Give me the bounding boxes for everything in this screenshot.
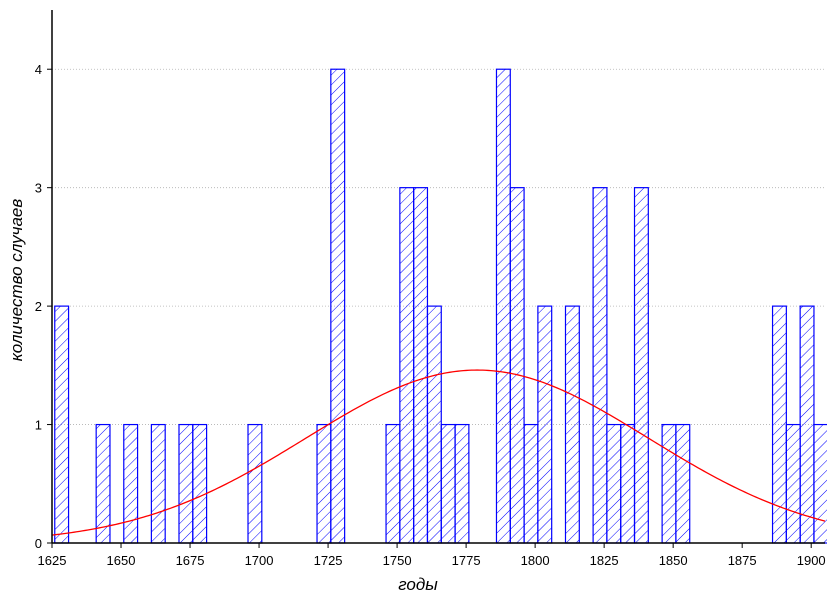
x-tick-label: 1875: [728, 553, 757, 568]
histogram-bar: [385, 423, 401, 544]
histogram-bar: [399, 187, 415, 544]
histogram-bar: [620, 423, 636, 544]
histogram-bar: [178, 423, 194, 544]
x-tick-label: 1750: [383, 553, 412, 568]
histogram-bar: [192, 423, 208, 544]
y-axis-title: количество случаев: [7, 199, 26, 362]
x-tick-label: 1900: [797, 553, 826, 568]
x-tick-label: 1850: [659, 553, 688, 568]
histogram-bar: [330, 68, 346, 544]
histogram-bar: [454, 423, 470, 544]
histogram-bar: [799, 305, 815, 544]
x-axis-title: годы: [398, 575, 438, 594]
x-tick-label: 1625: [38, 553, 67, 568]
histogram-bar: [316, 423, 332, 544]
histogram-bar: [675, 423, 691, 544]
x-tick-label: 1725: [314, 553, 343, 568]
histogram-bar: [771, 305, 787, 544]
histogram-bar: [440, 423, 456, 544]
histogram-bar: [537, 305, 553, 544]
histogram-bar: [247, 423, 263, 544]
y-tick-label: 3: [35, 181, 42, 196]
histogram-bar: [661, 423, 677, 544]
histogram-bar: [413, 187, 429, 544]
tick-labels: 1625 1650 1675 1700 1725 1750 1775 1800 1825 1850…: [35, 62, 826, 568]
histogram-bar: [123, 423, 139, 544]
histogram-bar: [95, 423, 111, 544]
y-tick-label: 2: [35, 299, 42, 314]
histogram-bar: [606, 423, 622, 544]
x-tick-label: 1775: [452, 553, 481, 568]
histogram-bar: [592, 187, 608, 544]
bars: [54, 68, 827, 544]
axes: [51, 10, 825, 544]
x-tick-label: 1700: [245, 553, 274, 568]
x-tick-label: 1800: [521, 553, 550, 568]
histogram-bar: [495, 68, 511, 544]
x-tick-label: 1825: [590, 553, 619, 568]
histogram-bar: [785, 423, 801, 544]
x-tick-label: 1675: [176, 553, 205, 568]
histogram-bar: [813, 423, 827, 544]
histogram-bar: [509, 187, 525, 544]
y-tick-label: 0: [35, 536, 42, 551]
histogram-bar: [564, 305, 580, 544]
x-tick-label: 1650: [107, 553, 136, 568]
histogram-bar: [633, 187, 649, 544]
y-tick-label: 1: [35, 418, 42, 433]
histogram-bar: [426, 305, 442, 544]
histogram-bar: [150, 423, 166, 544]
normal-curve: [51, 369, 826, 536]
histogram-bar: [523, 423, 539, 544]
y-tick-label: 4: [35, 62, 42, 77]
normal-fit-curve: [51, 369, 826, 536]
histogram-bar: [54, 305, 70, 544]
